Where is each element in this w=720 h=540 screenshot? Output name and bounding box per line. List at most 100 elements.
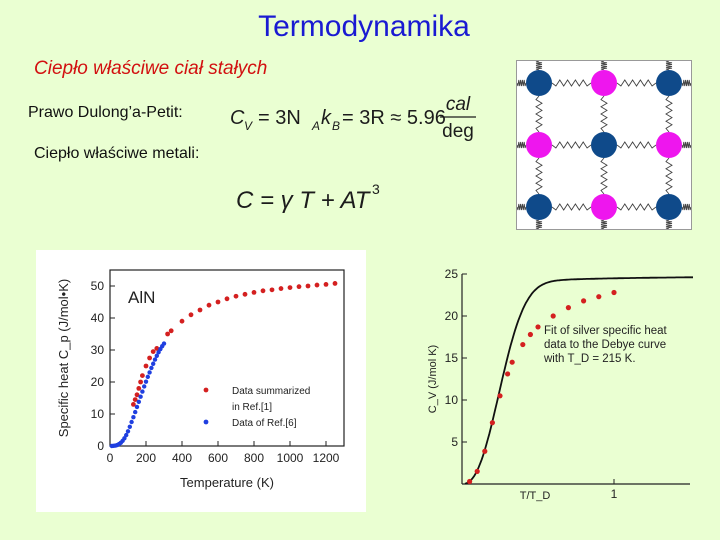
lattice-spring xyxy=(616,79,657,87)
blue-data-point xyxy=(152,357,158,362)
red-data-point xyxy=(323,282,329,287)
lattice-atom xyxy=(591,194,617,220)
x-tick-label: 1000 xyxy=(277,451,304,465)
lattice-spring xyxy=(517,203,527,211)
y-tick-label: 50 xyxy=(91,279,105,293)
silver-data-point xyxy=(527,331,533,338)
x-tick-label: 1 xyxy=(611,487,618,501)
silver-data-point xyxy=(482,448,488,454)
lattice-spring xyxy=(535,61,543,71)
lattice-spring xyxy=(535,95,543,133)
silver-data-point xyxy=(611,289,617,296)
dulong-petit-formula: C V = 3N A k B = 3R ≈ 5.96 cal deg xyxy=(230,94,476,142)
red-data-point xyxy=(150,349,156,354)
slide-subtitle: Ciepło właściwe ciał stałych xyxy=(34,58,268,79)
lattice-spring xyxy=(535,157,543,195)
y-tick-label: 0 xyxy=(97,439,104,453)
lattice-spring xyxy=(551,141,592,149)
blue-data-point xyxy=(134,404,140,410)
blue-data-point xyxy=(143,379,149,384)
metals-heat-label: Ciepło właściwe metali: xyxy=(34,145,200,162)
red-data-point xyxy=(140,373,145,378)
x-tick-label: 800 xyxy=(244,451,264,465)
silver-data-point xyxy=(581,298,587,304)
blue-data-point xyxy=(145,374,150,380)
silver-data-point xyxy=(467,478,473,485)
silver-data-point xyxy=(505,371,511,377)
y-tick-label: 5 xyxy=(451,435,458,449)
y-tick-label: 30 xyxy=(91,343,105,357)
blue-data-point xyxy=(151,361,156,366)
formula-unit-num: cal xyxy=(446,94,471,115)
red-data-point xyxy=(154,346,160,351)
red-data-point xyxy=(188,312,194,318)
formula-sub-b: B xyxy=(332,119,340,133)
metal-heat-formula: C = γ T + AT 3 xyxy=(236,181,380,214)
blue-data-point xyxy=(138,394,143,399)
annotation-line: Fit of silver specific heat xyxy=(544,325,668,337)
chart-title: AlN xyxy=(128,288,155,307)
red-data-point xyxy=(287,285,293,290)
red-data-point xyxy=(136,386,142,391)
blue-data-point xyxy=(142,384,147,389)
legend-marker xyxy=(203,419,209,425)
silver-debye-chart: 5 10 15 20 25 1 T/T_D C_V (J/mol K) Fit of silve… xyxy=(427,267,693,502)
y-tick-label: 20 xyxy=(445,309,459,323)
red-data-point xyxy=(242,291,248,297)
lattice-spring xyxy=(551,203,592,211)
x-tick-label: 0 xyxy=(107,451,114,465)
red-data-point xyxy=(251,290,257,295)
y-tick-label: 40 xyxy=(91,311,105,325)
x-tick-label: 600 xyxy=(208,451,228,465)
lattice-spring xyxy=(600,61,608,71)
lattice-spring xyxy=(665,95,673,133)
lattice-spring xyxy=(535,219,543,229)
formula-eq2: = 3R ≈ 5.96 xyxy=(342,107,446,129)
red-data-point xyxy=(134,392,140,398)
lattice-atom xyxy=(526,132,552,158)
plot-frame xyxy=(109,269,345,447)
lattice-spring xyxy=(600,219,608,229)
red-data-point xyxy=(269,287,275,293)
red-data-point xyxy=(197,307,203,313)
silver-data-point xyxy=(474,468,480,474)
red-data-point xyxy=(233,293,239,299)
y-tick-label: 15 xyxy=(445,351,459,365)
lattice-spring xyxy=(665,61,673,71)
lattice-atom xyxy=(526,70,552,96)
red-data-point xyxy=(132,397,138,402)
silver-data-point xyxy=(550,313,556,319)
blue-data-point xyxy=(127,424,132,429)
formula-lhs: C xyxy=(230,107,245,129)
blue-data-point xyxy=(133,409,138,415)
lattice-spring xyxy=(681,79,691,87)
formula-k: k xyxy=(321,107,332,129)
silver-data-point xyxy=(489,420,495,426)
red-data-point xyxy=(147,355,152,361)
lattice-spring xyxy=(600,95,608,133)
slide-title: Termodynamika xyxy=(258,10,470,43)
red-data-point xyxy=(138,379,143,385)
debye-curve xyxy=(464,276,693,485)
lattice-spring xyxy=(517,141,527,149)
red-data-point xyxy=(206,302,212,308)
red-data-point xyxy=(278,286,284,291)
formula-sub-a: A xyxy=(311,119,320,133)
x-axis-label: T/T_D xyxy=(520,490,551,502)
lattice-atom xyxy=(591,70,617,96)
red-data-point xyxy=(165,331,171,337)
x-axis-label: Temperature (K) xyxy=(180,475,274,490)
lattice-spring xyxy=(616,141,657,149)
y-axis-label: C_V (J/mol K) xyxy=(427,345,439,413)
blue-data-point xyxy=(147,370,152,375)
lattice-spring xyxy=(616,203,657,211)
crystal-lattice-diagram xyxy=(516,60,692,230)
silver-data-point xyxy=(520,341,526,348)
blue-data-point xyxy=(156,350,161,355)
x-tick-label: 1200 xyxy=(313,451,340,465)
blue-data-point xyxy=(161,341,167,346)
y-axis-label: Specific heat C_p (J/mol•K) xyxy=(56,279,71,437)
silver-data-point xyxy=(565,305,571,311)
lattice-spring xyxy=(681,141,691,149)
x-tick-label: 400 xyxy=(172,451,192,465)
